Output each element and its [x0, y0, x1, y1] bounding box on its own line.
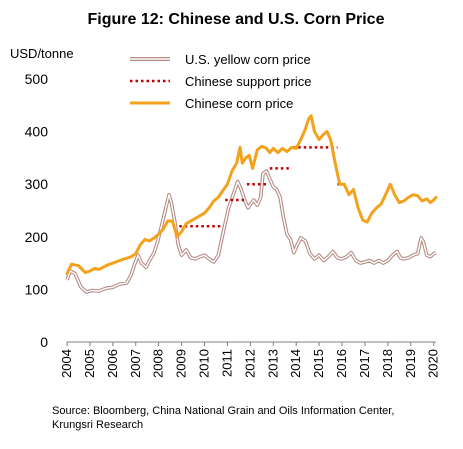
legend-label-us-yellow-corn: U.S. yellow corn price: [185, 52, 311, 67]
y-tick-200: 200: [25, 229, 49, 245]
x-tick-2018: 2018: [380, 349, 395, 378]
y-axis-label: USD/tonne: [10, 46, 74, 61]
legend-item-us-yellow-corn: U.S. yellow corn price: [130, 52, 311, 67]
legend: U.S. yellow corn price Chinese support p…: [130, 52, 311, 111]
y-tick-400: 400: [25, 124, 49, 140]
legend-label-chinese-support: Chinese support price: [185, 74, 311, 89]
chart-title: Figure 12: Chinese and U.S. Corn Price: [88, 11, 385, 28]
x-tick-2014: 2014: [288, 349, 303, 378]
series-chinese-corn-line: [65, 114, 438, 276]
source-line-2: Krungsri Research: [52, 419, 143, 431]
x-tick-2017: 2017: [357, 349, 372, 378]
series-us-yellow-corn-line: [65, 169, 437, 294]
x-tick-labels: 2004 2005 2006 2007 2008 2009 2010 2011 2012 2013…: [59, 349, 441, 378]
x-tick-2009: 2009: [174, 349, 189, 378]
x-tick-2016: 2016: [334, 349, 349, 378]
x-tick-2015: 2015: [311, 349, 326, 378]
legend-item-chinese-support: Chinese support price: [130, 74, 311, 89]
y-tick-labels: 0 100 200 300 400 500: [25, 71, 49, 350]
x-tick-2013: 2013: [265, 349, 280, 378]
x-tick-2019: 2019: [403, 349, 418, 378]
x-tick-2011: 2011: [219, 349, 234, 377]
y-tick-0: 0: [40, 334, 48, 350]
y-tick-100: 100: [25, 281, 49, 297]
y-tick-500: 500: [25, 71, 49, 87]
axes: [66, 341, 436, 346]
legend-item-chinese-corn: Chinese corn price: [130, 96, 293, 111]
legend-label-chinese-corn: Chinese corn price: [185, 96, 293, 111]
x-tick-2005: 2005: [82, 349, 97, 378]
y-tick-300: 300: [25, 176, 49, 192]
plot-area: [65, 114, 438, 294]
x-tick-2004: 2004: [59, 349, 74, 378]
x-tick-2008: 2008: [151, 349, 166, 378]
x-tick-2006: 2006: [105, 349, 120, 378]
x-tick-2010: 2010: [197, 349, 212, 378]
x-tick-2007: 2007: [128, 349, 143, 378]
x-tick-2020: 2020: [426, 349, 441, 378]
source-line-1: Source: Bloomberg, China National Grain …: [52, 405, 394, 417]
series-us-yellow-corn-inner: [66, 170, 437, 293]
x-tick-2012: 2012: [242, 349, 257, 378]
